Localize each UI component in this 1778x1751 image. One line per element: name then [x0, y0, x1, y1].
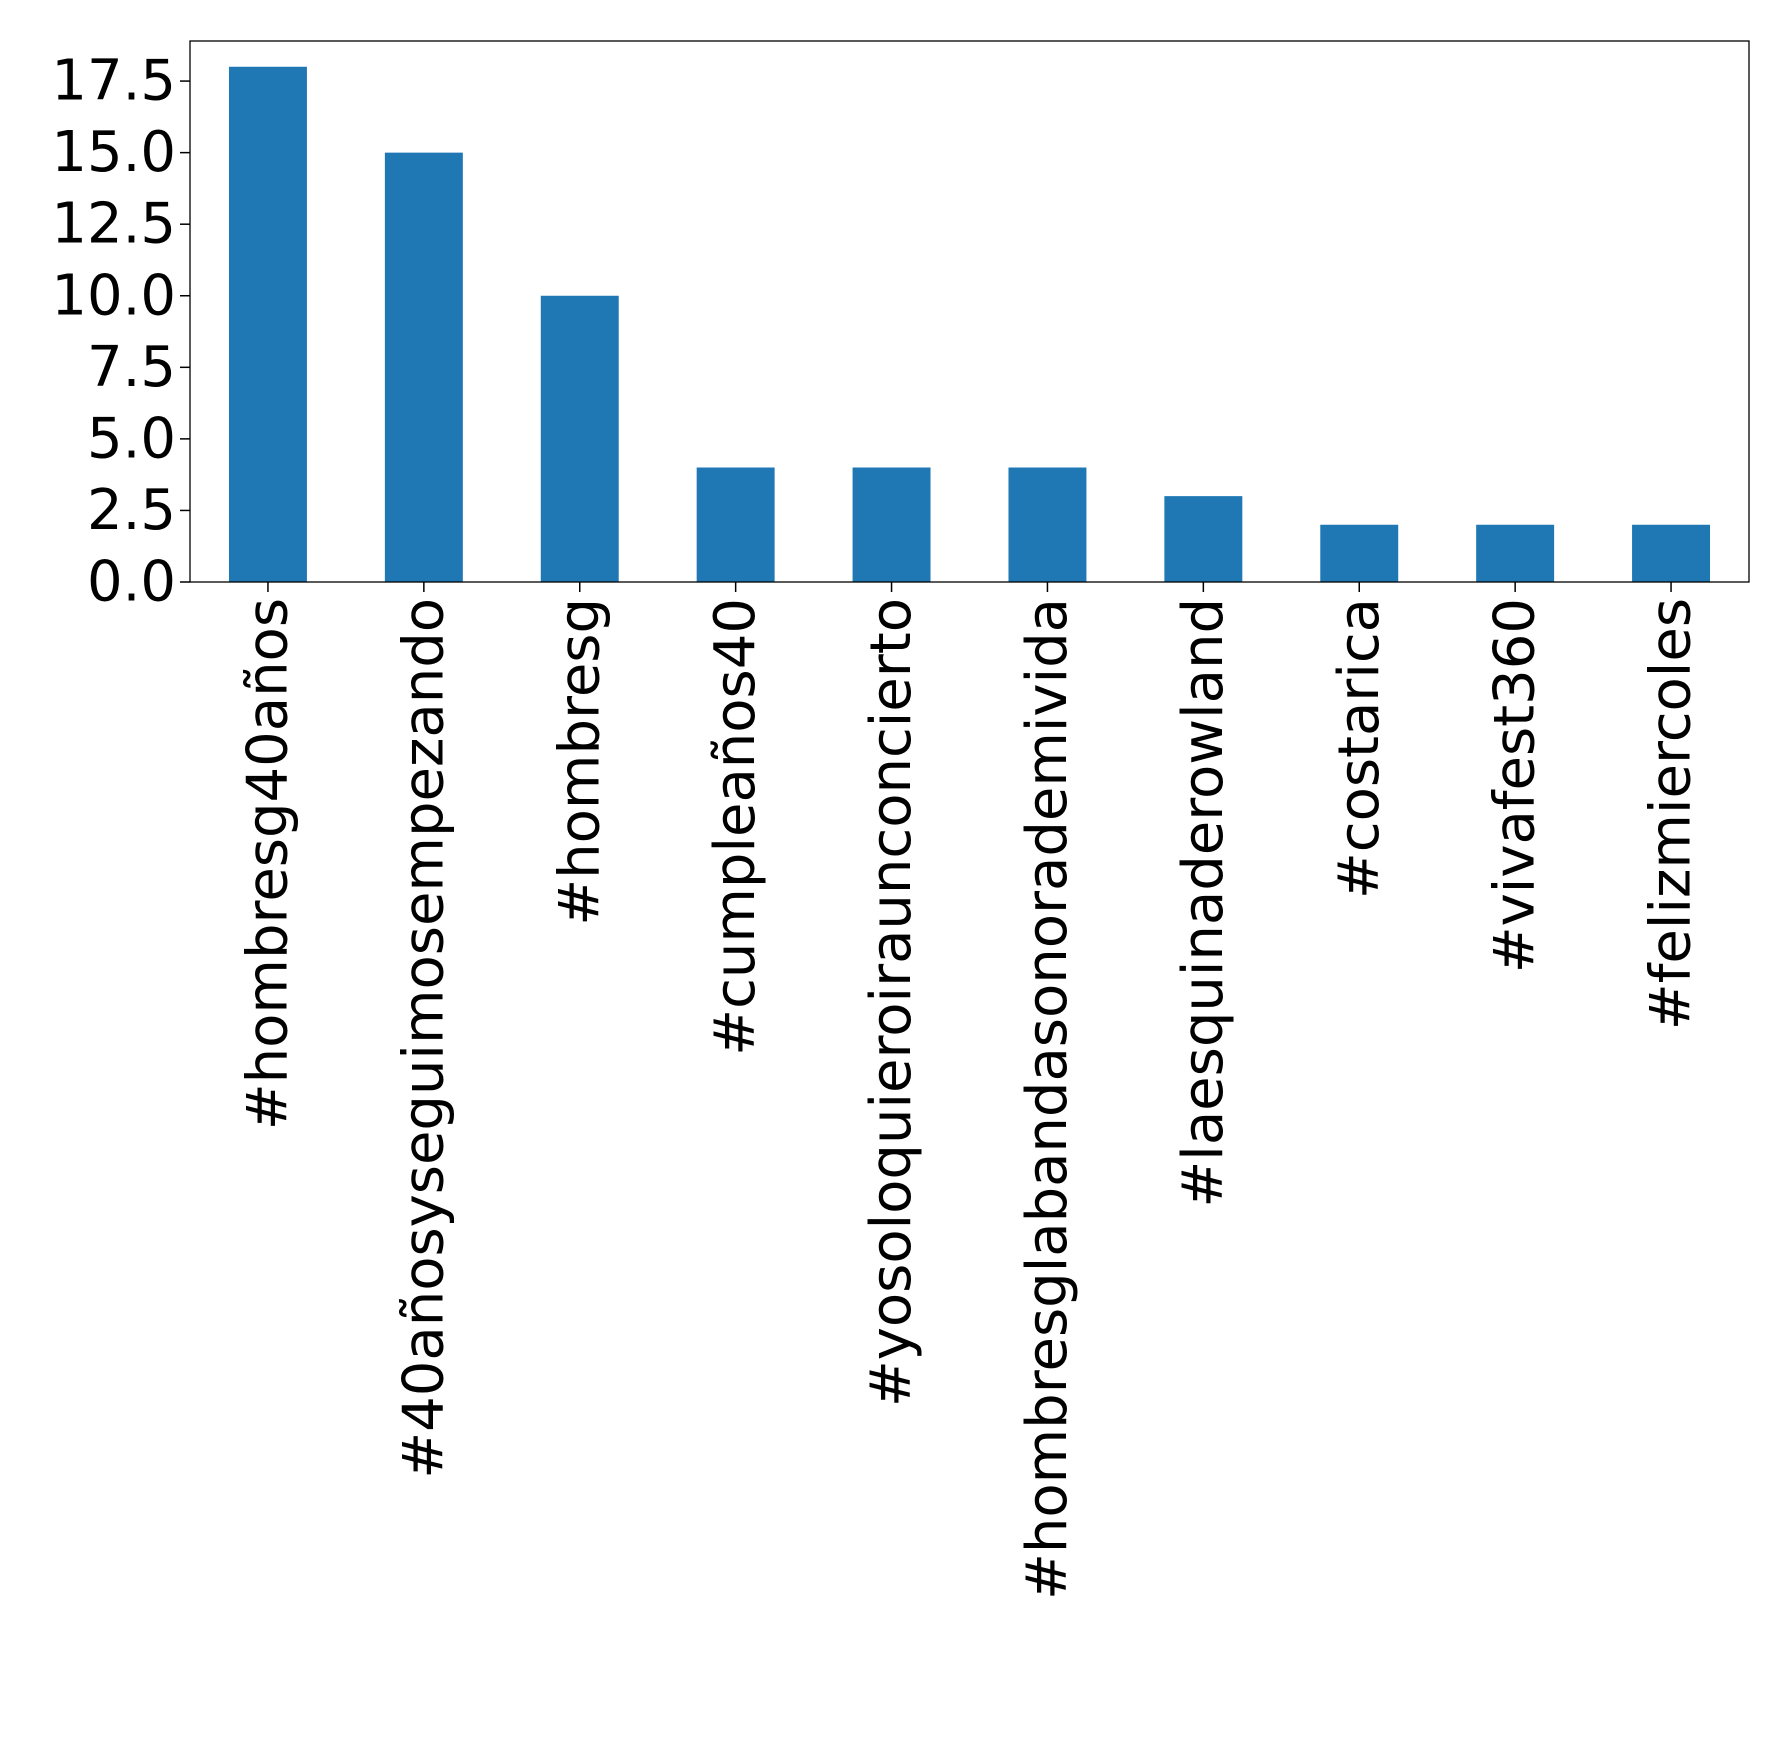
x-tick-label: #hombresg — [547, 598, 612, 926]
x-tick-label: #felizmiercoles — [1639, 598, 1704, 1030]
x-tick-label: #cumpleaños40 — [703, 598, 768, 1056]
bar-2 — [540, 295, 619, 582]
bar-4 — [852, 467, 931, 582]
bar-0 — [228, 66, 307, 582]
y-tick-label: 15.0 — [51, 120, 176, 185]
y-tick-label: 5.0 — [87, 406, 176, 471]
x-tick-label: #hombresg40años — [235, 598, 300, 1130]
bar-5 — [1008, 467, 1087, 582]
x-tick-label: #laesquinaderowland — [1171, 598, 1236, 1208]
x-tick-label: #costarica — [1327, 598, 1392, 899]
plot-frame — [189, 40, 1750, 583]
x-tick-label: #yosoloquieroiraunconcierto — [859, 598, 924, 1407]
y-tick-label: 2.5 — [87, 478, 176, 543]
bar-1 — [384, 152, 463, 582]
bar-9 — [1632, 524, 1711, 582]
bar-6 — [1164, 496, 1243, 582]
y-axis: 0.0 2.5 5.07.5 10.012.5 15.017.5 — [51, 49, 190, 615]
y-tick-label: 12.5 — [51, 192, 176, 257]
x-axis: #hombresg40años #40añosyseguimosempezando… — [235, 582, 1704, 1600]
y-tick-label: 7.5 — [87, 335, 176, 400]
bars-layer — [228, 66, 1711, 582]
y-tick-label: 10.0 — [51, 263, 176, 328]
y-tick-label: 0.0 — [87, 550, 176, 615]
bar-3 — [696, 467, 775, 582]
x-tick-label: #vivafest360 — [1483, 598, 1548, 973]
bar-8 — [1476, 524, 1555, 582]
y-tick-label: 17.5 — [51, 49, 176, 114]
x-tick-label: #hombresglabandasonorademivida — [1015, 598, 1080, 1600]
bar-7 — [1320, 524, 1399, 582]
x-tick-label: #40añosyseguimosempezando — [391, 598, 456, 1479]
